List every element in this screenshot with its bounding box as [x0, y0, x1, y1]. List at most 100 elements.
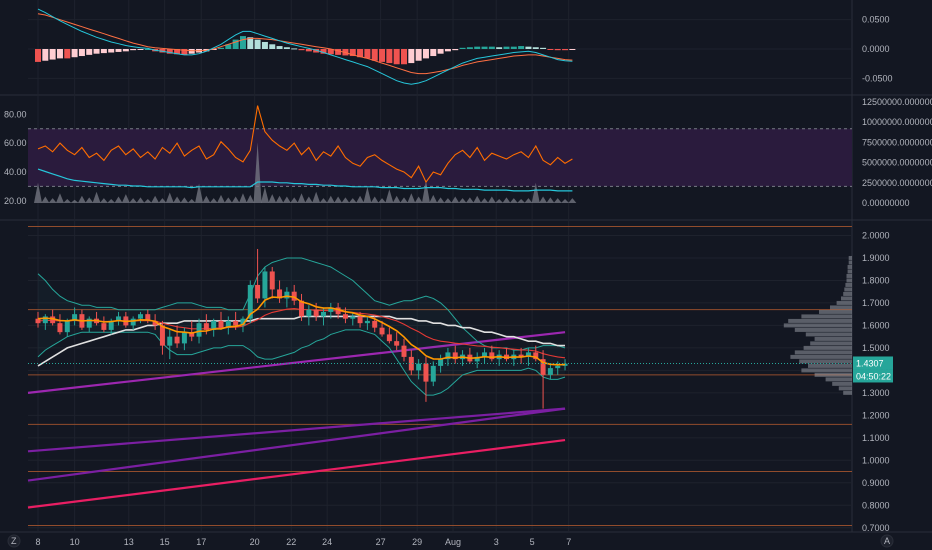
macd-histogram-bar [430, 49, 437, 57]
volume-bar [553, 198, 562, 203]
macd-histogram-bar [49, 49, 56, 60]
candle-body [137, 314, 143, 319]
volume-bar [407, 193, 416, 203]
x-tick-label: 13 [124, 537, 134, 547]
macd-histogram-bar [283, 47, 290, 49]
volume-bar [517, 198, 526, 203]
rsi-line [37, 105, 573, 184]
macd-histogram-bar [452, 49, 459, 51]
macd-histogram-bar [269, 44, 276, 49]
macd-histogram-bar [379, 49, 386, 62]
candle [42, 314, 48, 330]
candle-body [328, 307, 334, 312]
candle-body [445, 352, 451, 360]
volume-profile-bar [790, 354, 852, 359]
candle-body [379, 327, 385, 335]
volume-profile-bar [819, 309, 852, 314]
macd-histogram-bar [218, 47, 224, 49]
candle [540, 350, 546, 409]
volume-bar [348, 198, 357, 203]
candle [430, 361, 436, 387]
auto-scale-z-button[interactable]: Z [7, 534, 21, 548]
macd-histogram-bar [386, 49, 393, 64]
volume-profile-bar [814, 336, 852, 341]
candle [525, 347, 531, 366]
macd-histogram-bar [364, 49, 371, 59]
volume-bar [473, 195, 482, 203]
macd-histogram-bar [232, 39, 239, 49]
volume-bar [312, 191, 321, 203]
volume-bar [363, 186, 372, 203]
candle-body [335, 307, 341, 315]
volume-bar [392, 195, 401, 203]
volume-y-tick: 12500000.00000000 [862, 97, 932, 107]
candle-body [174, 336, 180, 344]
auto-scale-a-button[interactable]: A [880, 534, 894, 548]
candle [306, 305, 312, 326]
volume-bar [136, 197, 145, 203]
trendline [27, 438, 566, 509]
macd-histogram-bar [239, 36, 246, 49]
candle-body [350, 316, 356, 319]
volume-profile-bar [836, 300, 852, 305]
x-tick-label: 17 [196, 537, 206, 547]
candle [386, 327, 392, 344]
volume-bar [151, 195, 160, 203]
macd-histogram-bar [569, 49, 576, 50]
volume-profile-bar [843, 291, 852, 296]
x-tick-label: 24 [322, 537, 332, 547]
macd-histogram-bar [525, 46, 532, 49]
candle [320, 307, 326, 326]
volume-profile-bar [848, 255, 852, 260]
trendline [27, 331, 566, 394]
candle [474, 352, 480, 369]
volume-y-tick: 7500000.00000000 [862, 137, 932, 147]
candle-body [189, 332, 195, 337]
volume-profile-bar [830, 305, 852, 310]
candle-body [72, 314, 78, 321]
a-button-label: A [884, 536, 890, 546]
volume-bar [85, 197, 94, 203]
candle-body [313, 309, 319, 317]
macd-histogram-bar [181, 49, 188, 55]
candle [416, 359, 422, 380]
candle-body [284, 291, 290, 299]
macd-histogram-bar [401, 49, 407, 65]
volume-bar [48, 198, 57, 203]
candle [145, 309, 151, 324]
candle-body [357, 316, 363, 324]
macd-histogram-bar [100, 49, 107, 54]
macd-histogram-bar [93, 49, 100, 54]
candle-body [262, 271, 268, 299]
rsi-panel: 80.00 60.00 40.00 20.00 12500000.00000000 100… [4, 97, 932, 208]
bollinger-lower-line [37, 329, 566, 396]
candle-body [211, 320, 217, 330]
volume-bar [487, 196, 496, 203]
trendline [27, 407, 566, 453]
candle-body [430, 365, 436, 382]
price-y-tick: 1.9000 [862, 253, 890, 263]
candle-body [116, 316, 122, 321]
volume-bar [129, 198, 138, 203]
macd-histogram-bar [71, 49, 78, 58]
macd-histogram-bar [459, 47, 466, 49]
volume-bar [187, 198, 196, 203]
candle-body [372, 320, 378, 328]
volume-bar [41, 196, 50, 203]
volume-profile-bar [848, 260, 852, 265]
candle-body [130, 318, 136, 326]
volume-bar [231, 196, 240, 203]
vertical-grid [37, 0, 570, 532]
candle-body [438, 359, 444, 366]
macd-histogram-bar [130, 49, 137, 51]
candle [299, 293, 305, 321]
candle-body [181, 332, 187, 344]
trendline [27, 407, 566, 482]
volume-bar [121, 194, 130, 203]
volume-bar [568, 198, 577, 203]
macd-histogram-bar [108, 49, 115, 53]
candle [277, 280, 283, 303]
candle-body [35, 318, 41, 324]
volume-bar [92, 191, 101, 203]
